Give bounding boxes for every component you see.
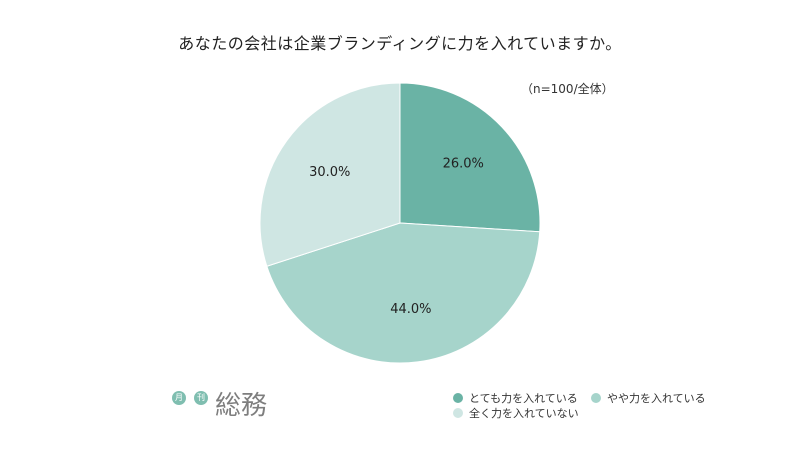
logo-wordmark: 総務: [215, 391, 268, 421]
publisher-logo: 月 刊 総務: [172, 385, 282, 421]
legend-item-none: 全く力を入れていない: [453, 405, 579, 421]
legend-swatch: [453, 408, 463, 418]
sample-size-note: （n=100/全体）: [521, 82, 614, 96]
legend-label: 全く力を入れていない: [469, 407, 579, 420]
legend-label: とても力を入れている: [469, 392, 578, 405]
pie-labels: 26.0% 44.0% 30.0%: [309, 157, 484, 318]
pie-slice-label-1: 26.0%: [443, 157, 484, 172]
legend: とても力を入れている やや力を入れている 全く力を入れていない: [453, 390, 753, 430]
legend-swatch: [591, 393, 601, 403]
pie-slice-3: [259, 82, 401, 267]
legend-item-somewhat: やや力を入れている: [591, 390, 706, 406]
legend-label: やや力を入れている: [607, 392, 706, 405]
pie-slices: [259, 82, 541, 364]
pie-slice-1: [399, 82, 541, 233]
pie-slice-label-2: 44.0%: [390, 302, 431, 317]
pie-slice-2: [266, 222, 541, 364]
legend-item-very: とても力を入れている: [453, 390, 578, 406]
logo-badge-issue: 刊: [194, 391, 208, 405]
pie-slice-label-3: 30.0%: [309, 165, 350, 180]
legend-swatch: [453, 393, 463, 403]
logo-badge-month: 月: [172, 391, 186, 405]
chart-title: あなたの会社は企業ブランディングに力を入れていますか。: [178, 34, 622, 53]
